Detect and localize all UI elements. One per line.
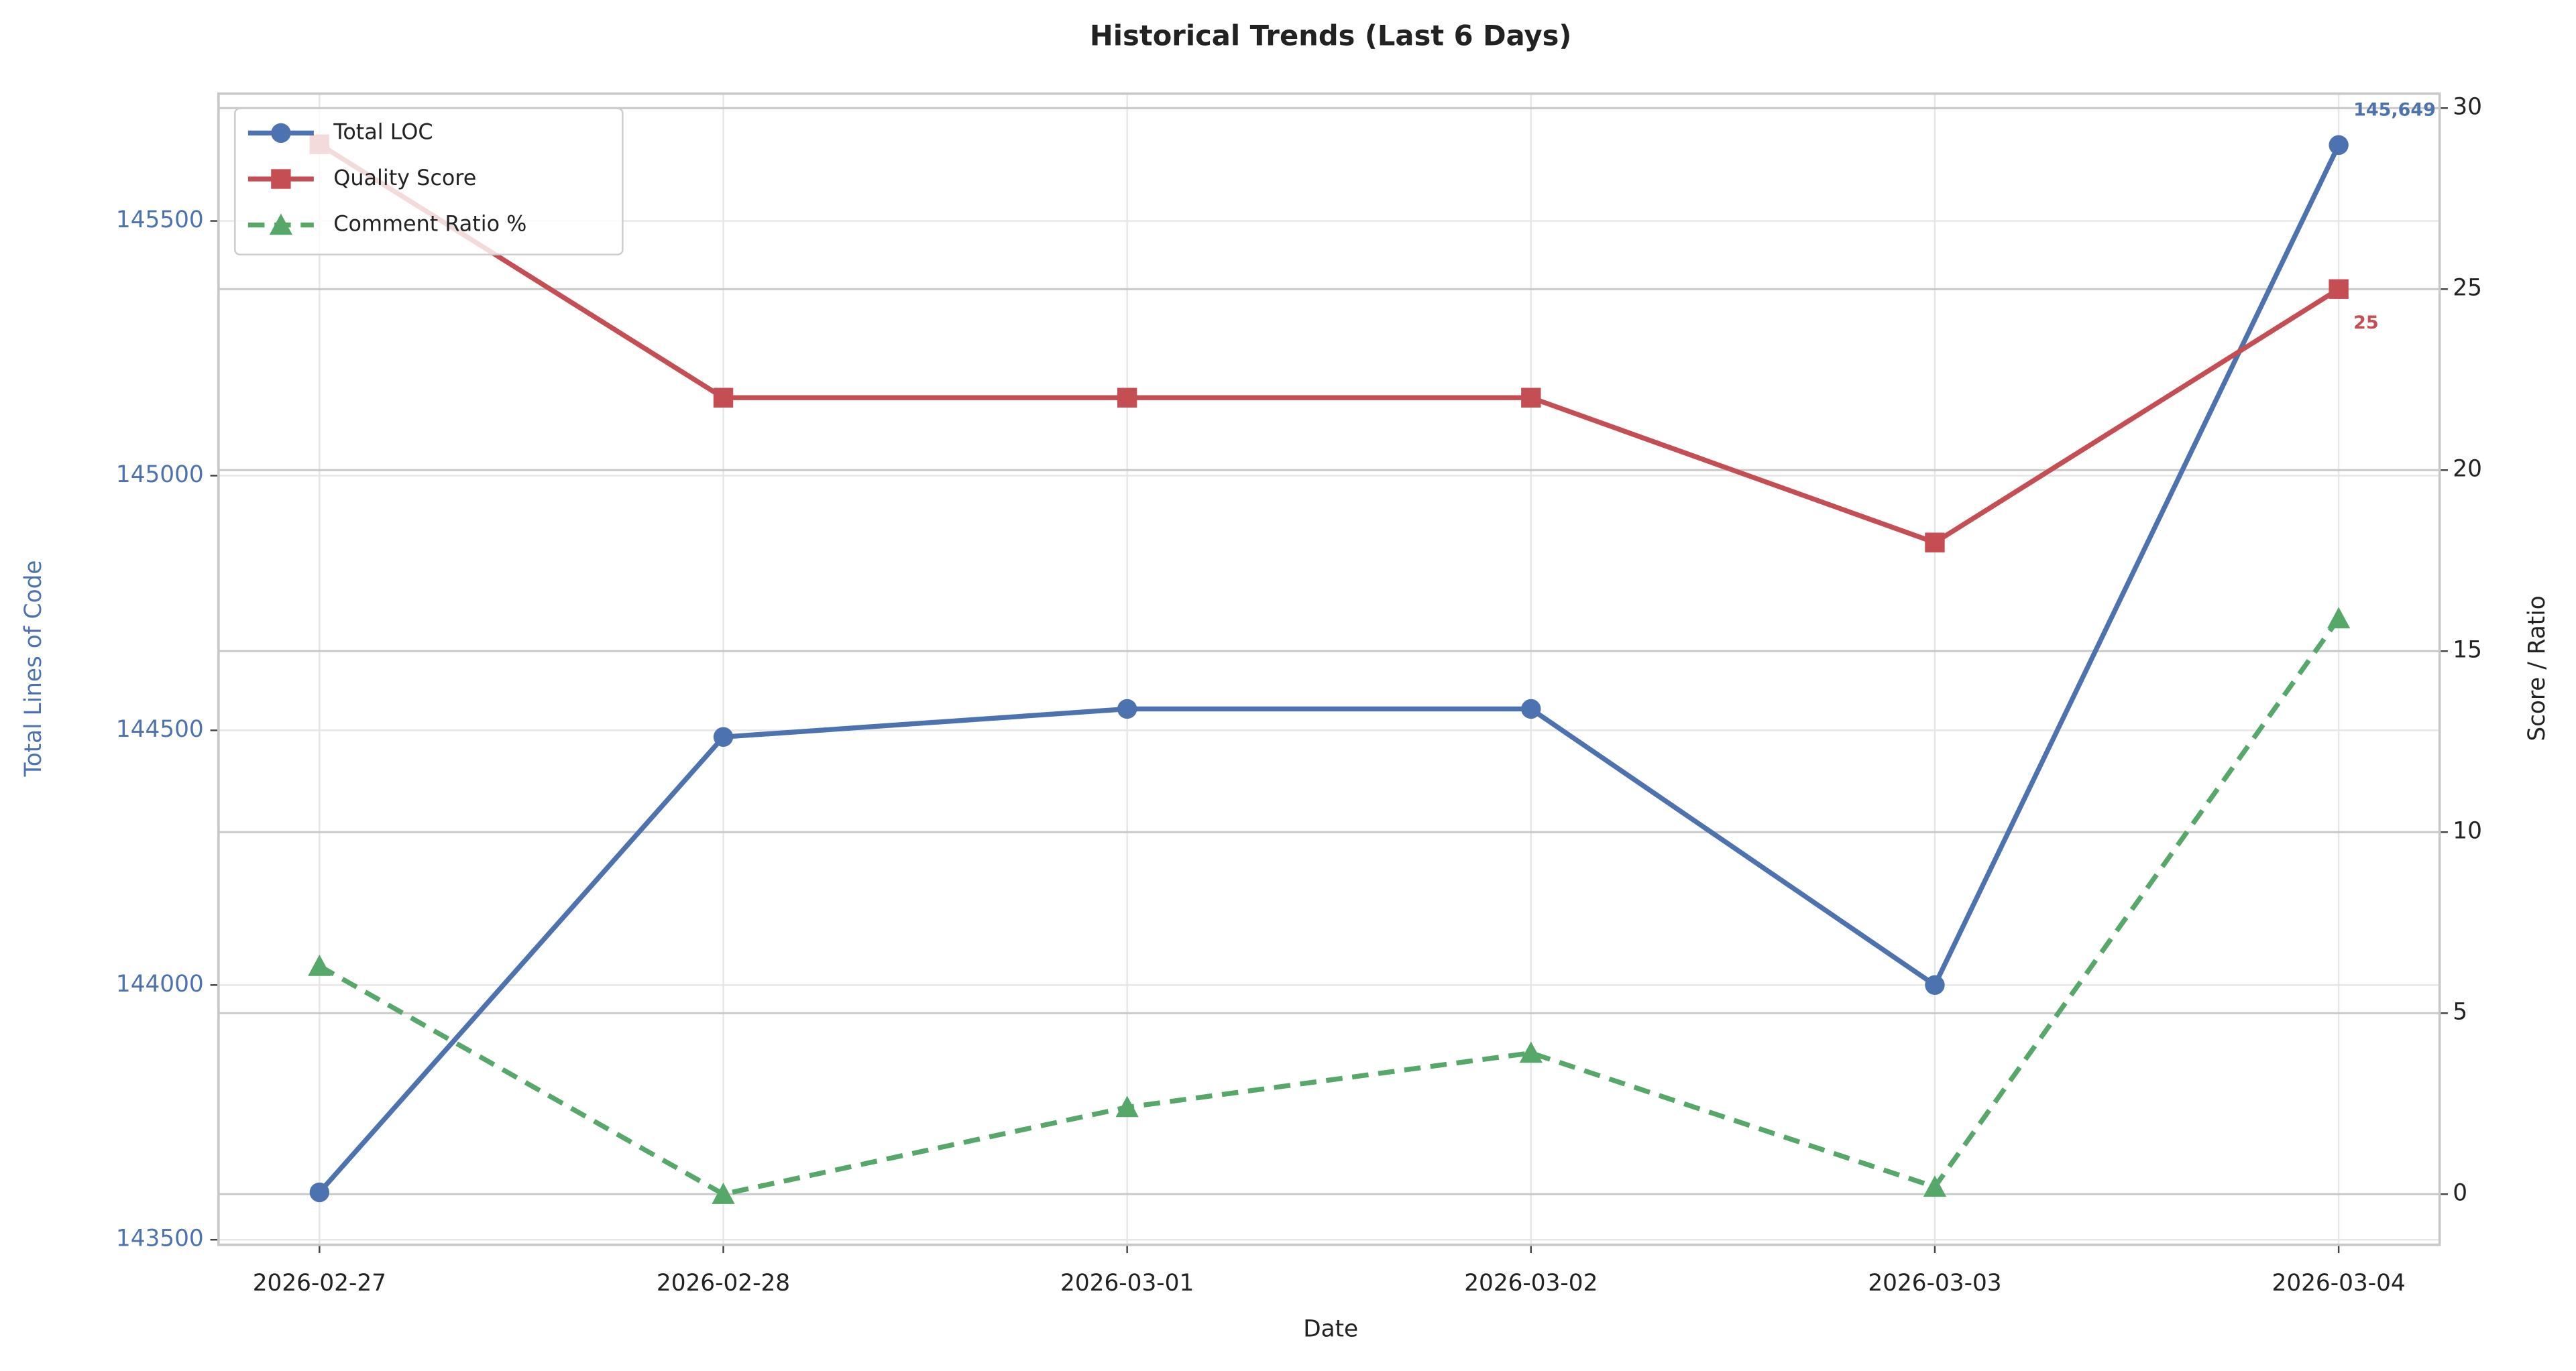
y-axis-label: Total Lines of Code [20,560,47,778]
legend: Total LOC Quality Score Comment Ratio % [234,107,624,255]
x-tick-label: 2026-02-28 [657,1270,790,1297]
marker [713,388,734,408]
y-tick-label: 145500 [116,206,204,233]
marker [1521,388,1541,408]
series-line [318,142,2341,546]
marker [2329,279,2349,299]
chart-title: Historical Trends (Last 6 Days) [1090,19,1572,52]
y2-tick-label: 15 [2453,637,2482,664]
marker [308,954,331,976]
legend-marker [271,123,291,143]
x-tick-label: 2026-02-27 [253,1270,386,1297]
y-tick-label: 145000 [116,461,204,488]
series-line [318,617,2341,1197]
marker [1117,699,1137,719]
y2-tick-label: 25 [2453,275,2482,302]
marker [1117,388,1137,408]
marker [1521,699,1541,719]
y-tick-label: 144000 [116,971,204,998]
marker [1923,1175,1947,1197]
legend-label: Quality Score [333,165,476,190]
legend-label: Comment Ratio % [333,211,526,237]
legend-label: Total LOC [333,119,433,144]
x-axis-label: Date [1303,1316,1358,1343]
y-tick-label: 144500 [116,716,204,743]
marker [1925,975,1945,995]
y2-tick-label: 20 [2453,456,2482,483]
plot-frame [217,92,2441,1246]
marker [1115,1095,1139,1118]
y-tick-label: 143500 [116,1226,204,1252]
marker [712,1183,735,1204]
y2-tick-label: 0 [2453,1180,2467,1207]
value-label: 145,649 [2353,99,2436,120]
x-tick-label: 2026-03-04 [2272,1270,2406,1297]
y2-tick-label: 5 [2453,999,2467,1026]
marker [1519,1041,1543,1063]
x-tick-label: 2026-03-02 [1464,1270,1598,1297]
marker [2327,607,2351,629]
marker [1925,532,1945,552]
legend-marker [269,213,293,235]
marker [309,1182,330,1203]
marker [2329,135,2349,156]
legend-box [234,107,624,255]
series-line [317,143,2341,1194]
y2-tick-label: 30 [2453,94,2482,121]
value-label: 25 [2353,312,2379,333]
y2-axis-label: Score / Ratio [2524,595,2551,741]
x-tick-label: 2026-03-03 [1868,1270,2001,1297]
y2-tick-label: 10 [2453,818,2482,845]
marker [713,727,734,747]
legend-marker [271,169,291,189]
grid [218,93,2440,1245]
x-tick-label: 2026-03-01 [1060,1270,1194,1297]
